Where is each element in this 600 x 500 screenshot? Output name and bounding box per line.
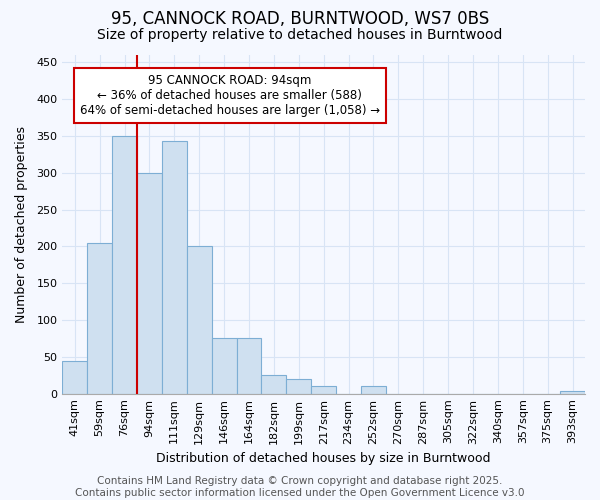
Bar [137, 173, 162, 394]
Bar [87, 242, 112, 394]
Bar [262, 376, 286, 394]
Y-axis label: Number of detached properties: Number of detached properties [15, 126, 28, 323]
Text: Contains HM Land Registry data © Crown copyright and database right 2025.
Contai: Contains HM Land Registry data © Crown c… [75, 476, 525, 498]
Text: Size of property relative to detached houses in Burntwood: Size of property relative to detached ho… [97, 28, 503, 42]
Bar [361, 386, 386, 394]
Bar [112, 136, 137, 394]
Bar [286, 379, 311, 394]
Bar [311, 386, 336, 394]
Bar [236, 338, 262, 394]
Bar [162, 141, 187, 394]
X-axis label: Distribution of detached houses by size in Burntwood: Distribution of detached houses by size … [157, 452, 491, 465]
Bar [187, 246, 212, 394]
Bar [212, 338, 236, 394]
Bar [62, 360, 87, 394]
Text: 95, CANNOCK ROAD, BURNTWOOD, WS7 0BS: 95, CANNOCK ROAD, BURNTWOOD, WS7 0BS [111, 10, 489, 28]
Bar [560, 392, 585, 394]
Text: 95 CANNOCK ROAD: 94sqm
← 36% of detached houses are smaller (588)
64% of semi-de: 95 CANNOCK ROAD: 94sqm ← 36% of detached… [80, 74, 380, 116]
